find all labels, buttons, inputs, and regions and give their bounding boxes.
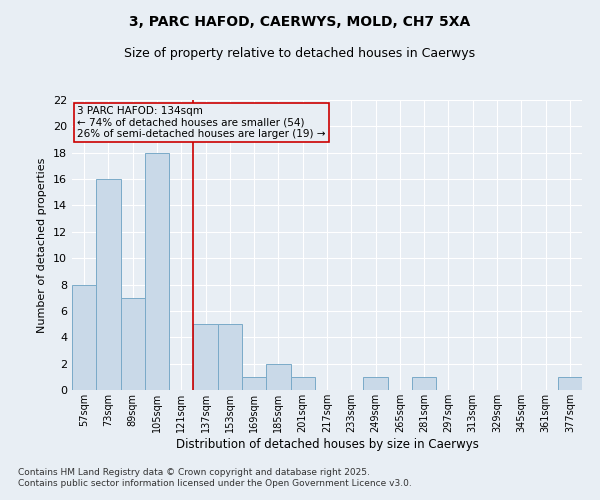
Text: Size of property relative to detached houses in Caerwys: Size of property relative to detached ho… <box>124 48 476 60</box>
Bar <box>412 377 436 390</box>
Text: 3 PARC HAFOD: 134sqm
← 74% of detached houses are smaller (54)
26% of semi-detac: 3 PARC HAFOD: 134sqm ← 74% of detached h… <box>77 106 326 139</box>
Bar <box>364 377 388 390</box>
Bar <box>72 284 96 390</box>
Bar <box>266 364 290 390</box>
Bar <box>96 179 121 390</box>
Bar <box>121 298 145 390</box>
Bar <box>218 324 242 390</box>
Bar <box>558 377 582 390</box>
Bar <box>290 377 315 390</box>
Y-axis label: Number of detached properties: Number of detached properties <box>37 158 47 332</box>
Bar <box>145 152 169 390</box>
Bar <box>193 324 218 390</box>
Bar <box>242 377 266 390</box>
Text: Contains HM Land Registry data © Crown copyright and database right 2025.
Contai: Contains HM Land Registry data © Crown c… <box>18 468 412 487</box>
X-axis label: Distribution of detached houses by size in Caerwys: Distribution of detached houses by size … <box>176 438 478 450</box>
Text: 3, PARC HAFOD, CAERWYS, MOLD, CH7 5XA: 3, PARC HAFOD, CAERWYS, MOLD, CH7 5XA <box>130 15 470 29</box>
